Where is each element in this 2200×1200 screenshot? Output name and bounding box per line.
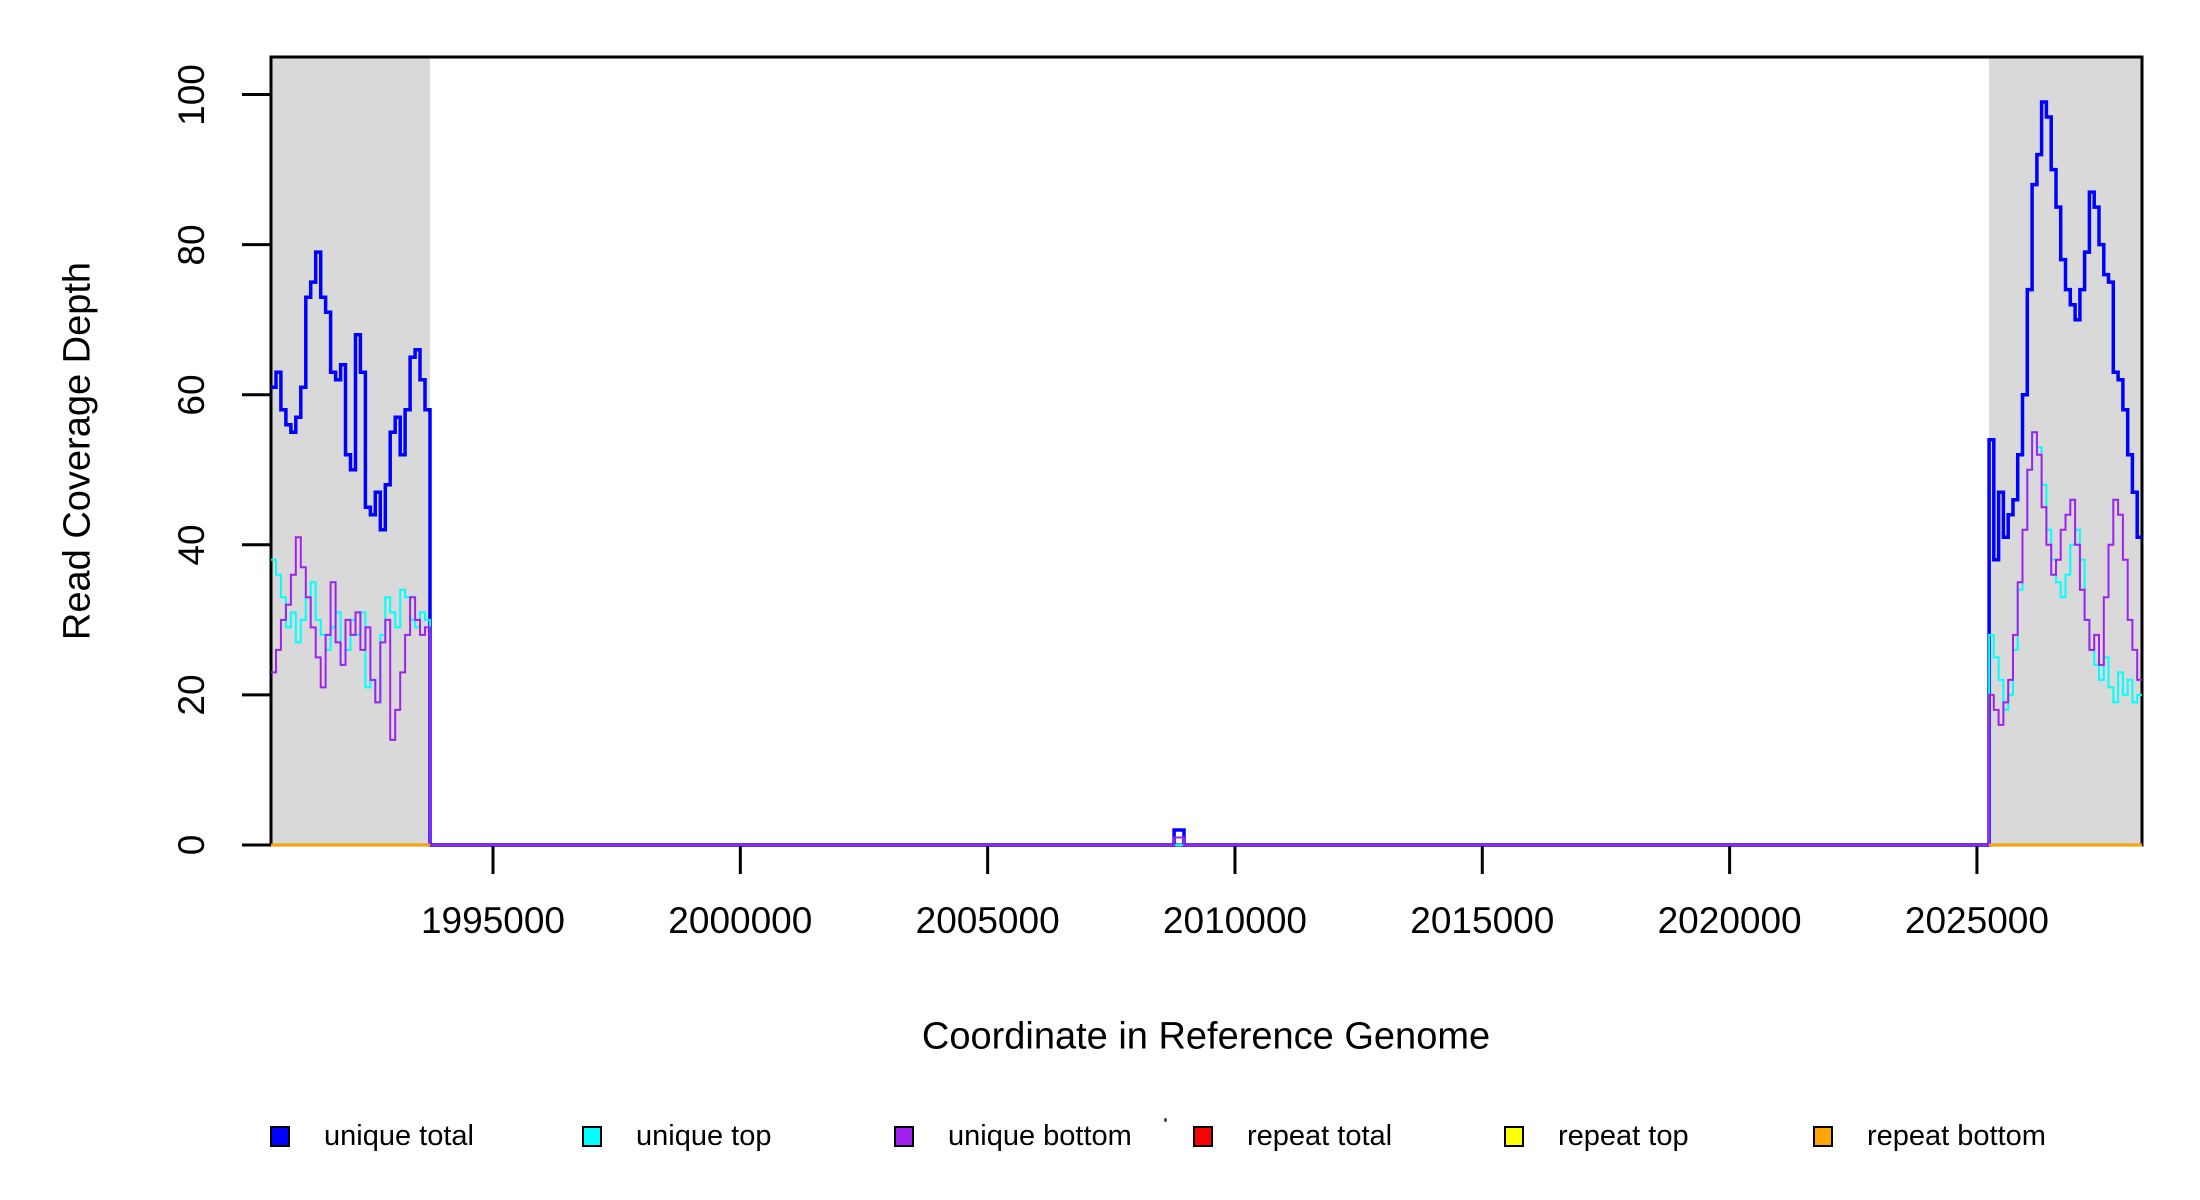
repeat-bottom-swatch-icon <box>1813 1125 1833 1147</box>
x-tick-label: 1995000 <box>420 900 566 941</box>
legend-item-repeat-bottom: repeat bottom <box>1813 1120 2046 1152</box>
repeat-top-swatch-icon <box>1504 1125 1524 1147</box>
legend-item-unique-top: unique top <box>582 1120 771 1152</box>
legend-item-unique-bottom: unique bottom <box>894 1120 1132 1152</box>
x-tick-label: 2025000 <box>1904 900 2049 941</box>
legend-label: repeat top <box>1558 1119 1689 1152</box>
x-tick-label: 2000000 <box>668 900 813 941</box>
legend-label: repeat total <box>1247 1119 1393 1152</box>
legend-item-repeat-top: repeat top <box>1504 1120 1689 1152</box>
x-tick-label: 2005000 <box>915 900 1060 941</box>
repeat-total-swatch-icon <box>1193 1125 1213 1147</box>
y-tick-label: 100 <box>171 63 212 126</box>
y-tick-label: 80 <box>171 224 212 266</box>
legend-label: unique bottom <box>948 1119 1132 1152</box>
y-tick-label: 0 <box>171 834 212 856</box>
y-tick-label: 60 <box>171 374 212 416</box>
legend-item-repeat-total: repeat total <box>1193 1120 1392 1152</box>
series-line-unique-top <box>271 431 2142 846</box>
x-axis-label: Coordinate in Reference Genome <box>921 1015 1491 1058</box>
unique-total-swatch-icon <box>270 1125 290 1147</box>
legend-item-unique-total: unique total <box>270 1120 474 1152</box>
legend-label: unique top <box>636 1119 772 1152</box>
y-axis-label: Read Coverage Depth <box>56 261 99 641</box>
unique-top-swatch-icon <box>582 1125 602 1147</box>
legend-label: unique total <box>324 1119 474 1152</box>
x-tick-label: 2015000 <box>1410 900 1555 941</box>
x-tick-label: 2020000 <box>1657 900 1802 941</box>
highlighted-region <box>1989 57 2142 845</box>
y-tick-label: 40 <box>171 524 212 566</box>
y-tick-label: 20 <box>171 674 212 716</box>
x-tick-label: 2010000 <box>1162 900 1307 941</box>
series-line-unique-total <box>271 100 2142 847</box>
unique-bottom-swatch-icon <box>894 1125 914 1147</box>
legend-label: repeat bottom <box>1867 1119 2046 1152</box>
series-line-unique-bottom <box>271 431 2142 846</box>
plot-box <box>269 55 2144 847</box>
stray-dot-artifact <box>1164 1118 1167 1122</box>
